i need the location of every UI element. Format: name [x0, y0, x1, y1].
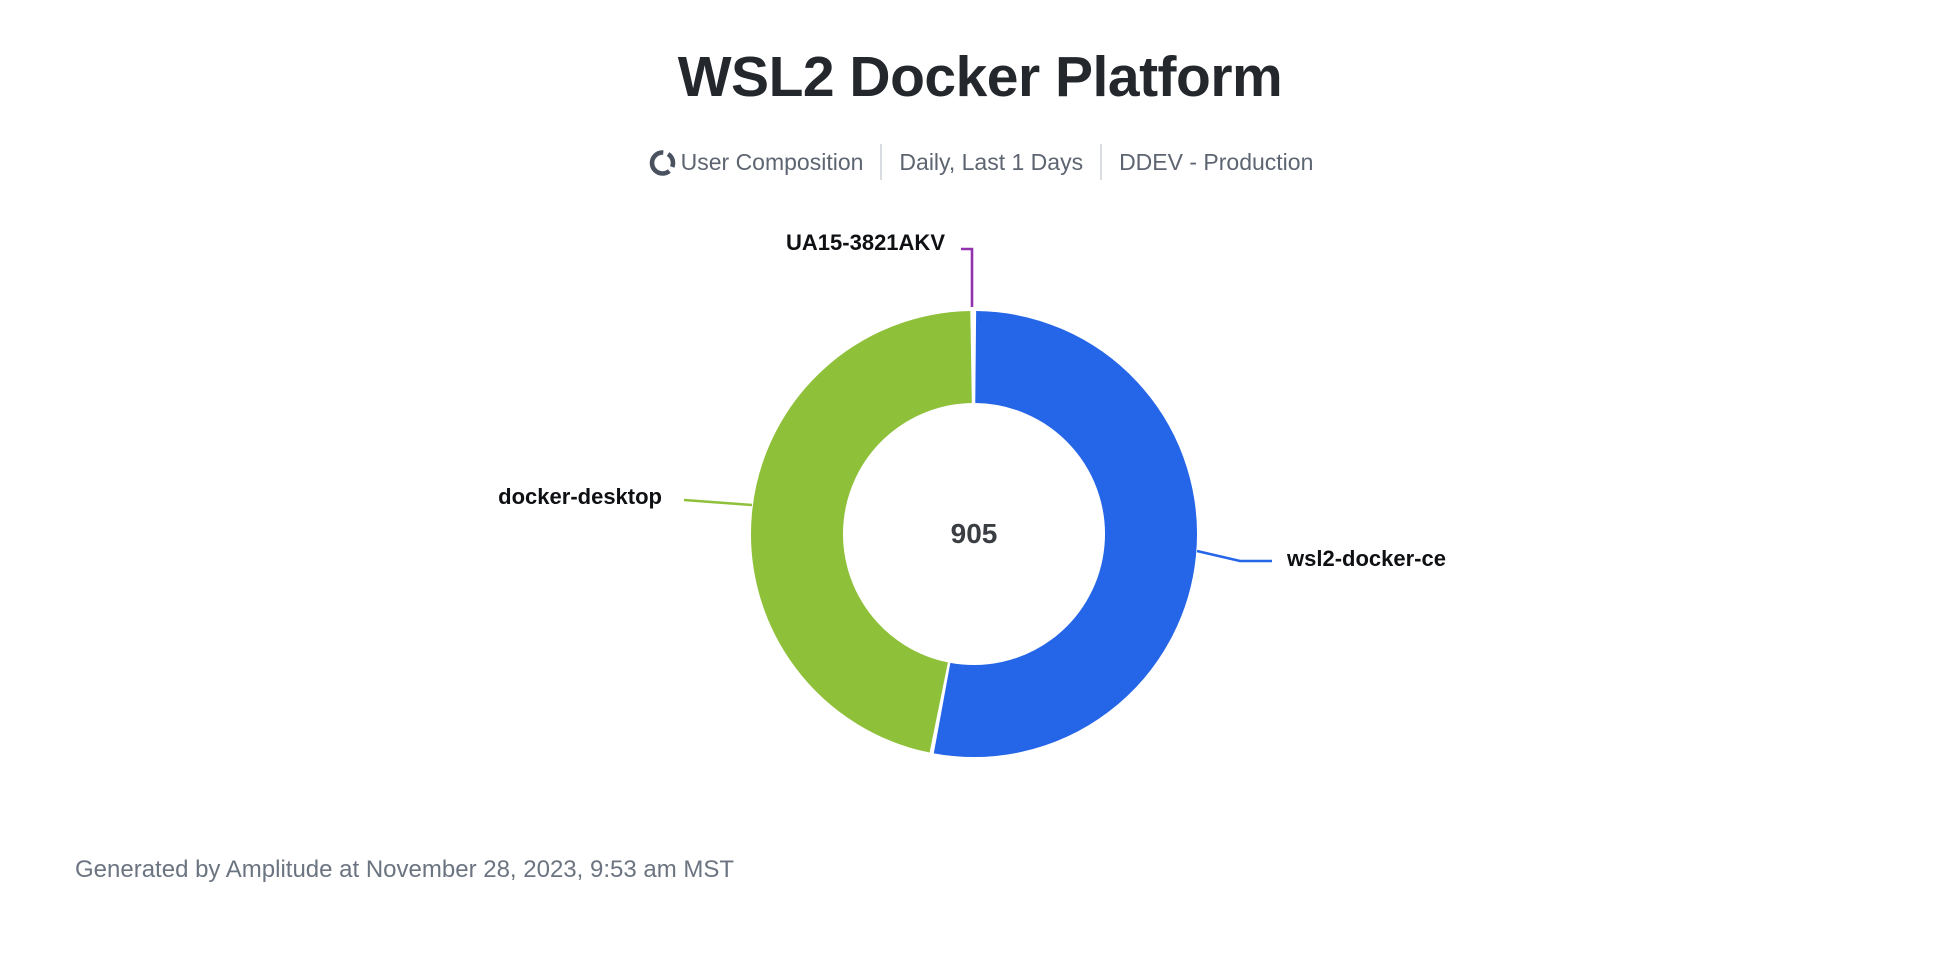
chart-meta-row: User Composition Daily, Last 1 Days DDEV… — [0, 142, 1960, 182]
donut-chart-icon — [647, 147, 678, 178]
donut-segment-wsl2-docker-ce — [933, 311, 1197, 757]
donut-segment-docker-desktop — [751, 311, 973, 753]
date-range-label: Daily, Last 1 Days — [899, 148, 1084, 175]
donut-center-total: 905 — [950, 518, 998, 549]
meta-divider — [1100, 144, 1103, 180]
generated-by-footer: Generated by Amplitude at November 28, 2… — [75, 856, 735, 883]
project-label: DDEV - Production — [1119, 148, 1314, 175]
segment-label-ua15-3821akv: UA15-3821AKV — [786, 230, 945, 255]
segment-label-docker-desktop: docker-desktop — [498, 484, 662, 509]
leader-line-wsl2-docker-ce — [1196, 549, 1272, 563]
chart-type-label: User Composition — [680, 148, 864, 175]
meta-divider — [880, 144, 883, 180]
leader-line-docker-desktop — [683, 498, 753, 507]
chart-title: WSL2 Docker Platform — [677, 45, 1283, 109]
chart-type-item: User Composition — [647, 147, 864, 178]
segment-label-wsl2-docker-ce: wsl2-docker-ce — [1287, 546, 1446, 571]
leader-line-UA15-3821AKV — [961, 247, 974, 307]
